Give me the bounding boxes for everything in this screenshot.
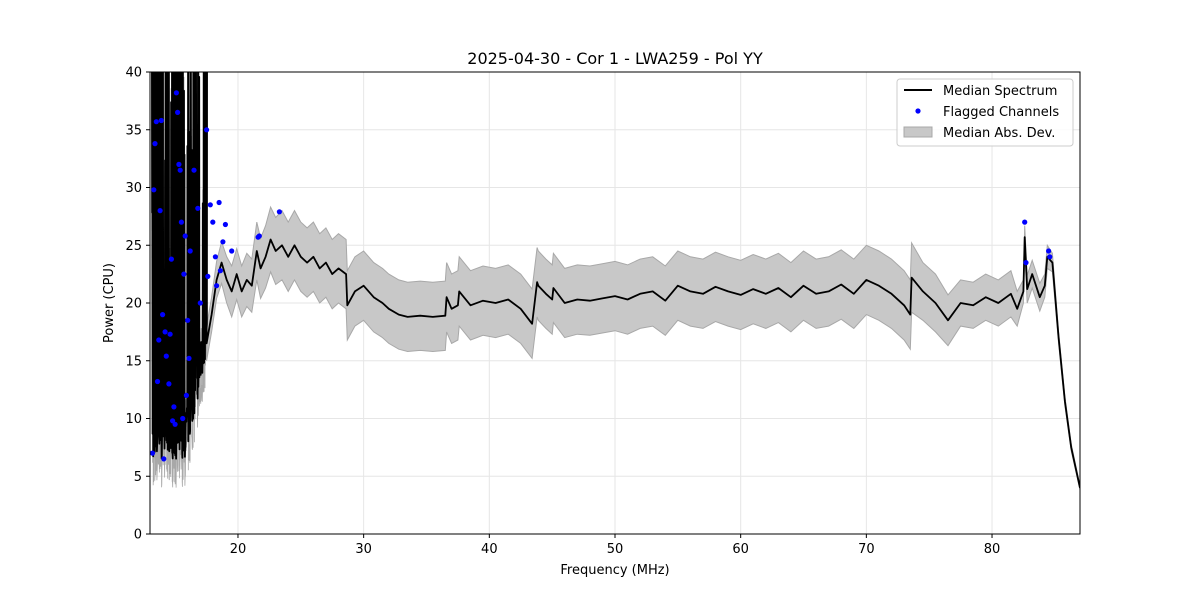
flagged-channel-point [181,271,187,277]
legend-median-label: Median Spectrum [943,84,1057,99]
x-tick-label: 80 [984,542,1001,557]
flagged-channel-point [220,239,226,245]
flagged-channel-point [163,353,169,359]
flagged-channel-point [183,392,189,398]
flagged-channel-point [1046,248,1052,254]
flagged-channel-point [158,117,164,124]
flagged-channel-point [151,187,157,193]
flagged-channel-point [176,161,182,167]
flagged-channel-point [222,221,228,228]
flagged-channel-point [177,167,183,173]
y-axis-label: Power (CPU) [102,263,117,343]
flagged-channel-point [1022,219,1028,225]
flagged-channel-point [205,273,211,279]
flagged-channel-point [276,209,282,215]
y-tick-label: 20 [125,297,142,312]
flagged-channel-point [229,248,235,254]
x-tick-label: 40 [481,542,498,557]
flagged-channel-point [1047,254,1053,260]
x-tick-label: 50 [607,542,624,557]
flagged-channel-point [156,337,162,343]
flagged-channel-point [168,256,174,262]
x-tick-label: 70 [858,542,875,557]
flagged-channel-point [160,312,166,318]
median-spectrum-line [151,72,1080,488]
flagged-channel-point [216,199,222,206]
flagged-channel-point [152,141,158,147]
flagged-channel-point [204,127,210,133]
x-tick-label: 30 [355,542,372,557]
legend-mad-swatch [903,126,933,138]
flagged-channel-point [185,317,191,323]
legend-mad-label: Median Abs. Dev. [943,126,1055,141]
flagged-channel-point [162,329,168,335]
y-tick-label: 0 [134,528,142,543]
flagged-channel-point [187,248,193,254]
y-tick-label: 25 [125,239,142,254]
flagged-channel-point [171,404,177,410]
flagged-channel-point [154,378,161,385]
x-tick-label: 60 [732,542,749,557]
y-tick-label: 35 [125,123,142,138]
flagged-channel-point [167,331,173,337]
legend-box [896,78,1074,147]
flagged-channel-point [172,421,178,427]
flagged-channel-point [217,268,223,274]
flagged-channel-point [153,119,159,125]
flagged-channel-point [150,450,156,456]
flagged-channel-point [161,456,167,462]
flagged-channel-point [197,300,203,306]
flagged-channel-point [166,381,172,387]
legend: Median Spectrum Flagged Channels Median … [896,78,1074,147]
y-tick-label: 10 [125,412,142,427]
mad-band [206,205,1080,491]
flagged-channel-point [178,219,184,225]
y-tick-label: 5 [134,470,142,485]
legend-flagged-marker [915,108,921,114]
chart-title: 2025-04-30 - Cor 1 - LWA259 - Pol YY [467,49,763,68]
flagged-channel-point [157,208,163,214]
flagged-channel-point [191,167,197,173]
flagged-channel-point [210,219,216,225]
flagged-channel-point [212,254,218,260]
axis-ticks: 20 30 40 50 60 70 80 0 5 10 15 20 25 30 35 40 [125,66,1000,558]
x-axis-label: Frequency (MHz) [560,563,669,578]
flagged-channel-point [207,202,213,208]
flagged-channel-point [214,283,220,289]
flagged-channel-point [173,90,179,96]
y-tick-label: 40 [125,66,142,81]
flagged-channel-point [182,233,188,239]
flagged-channel-point [256,233,262,239]
flagged-channel-point [1023,260,1029,266]
flagged-channel-point [175,109,181,115]
y-tick-label: 30 [125,181,142,196]
flagged-channel-point [186,355,192,361]
plot-area [150,72,1080,491]
flagged-channel-point [195,205,201,211]
x-tick-label: 20 [230,542,247,557]
legend-flagged-label: Flagged Channels [943,105,1059,120]
y-tick-label: 15 [125,354,142,369]
flagged-channel-point [180,415,186,422]
